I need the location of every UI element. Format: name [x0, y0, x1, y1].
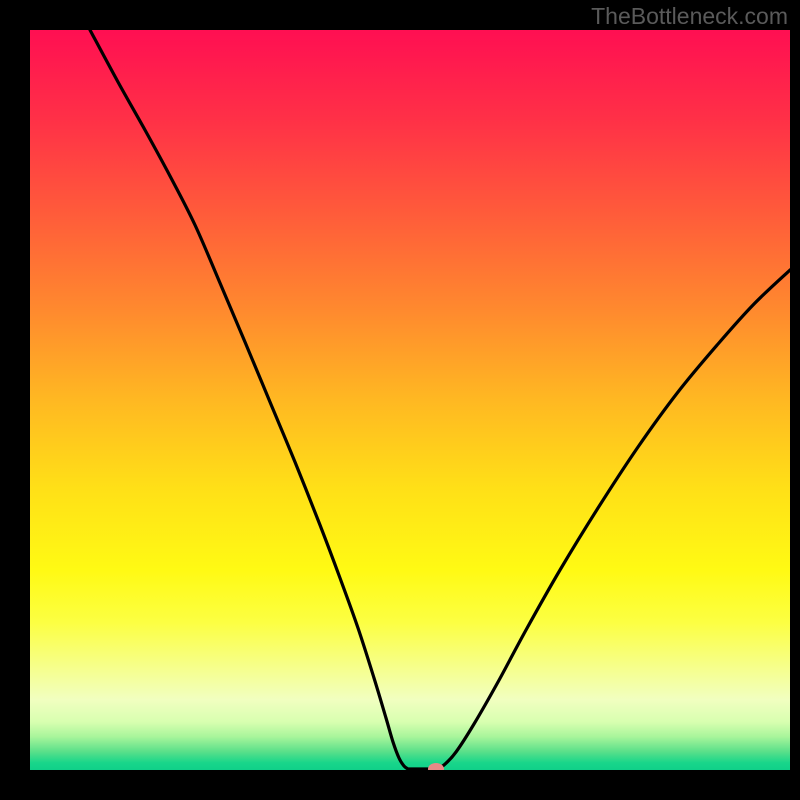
bottleneck-curve-chart	[0, 0, 800, 800]
frame-right	[790, 0, 800, 800]
bottleneck-curve	[90, 30, 790, 769]
watermark-text: TheBottleneck.com	[591, 3, 788, 30]
frame-bottom	[0, 770, 800, 800]
frame-left	[0, 0, 30, 800]
